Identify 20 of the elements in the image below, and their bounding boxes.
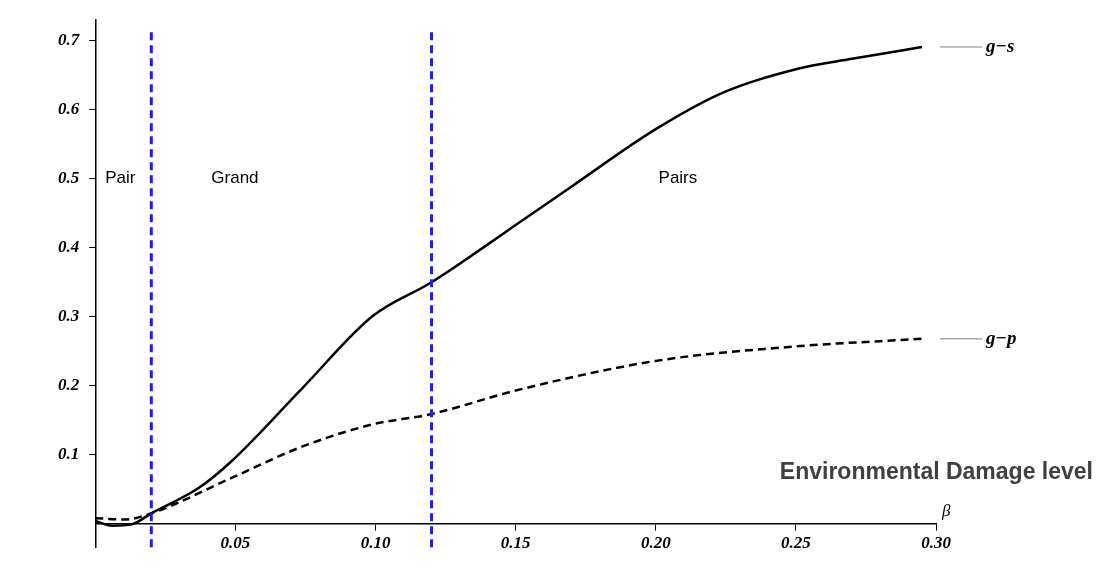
x-tick-label: 0.25: [781, 533, 812, 553]
x-tick-label: 0.10: [360, 533, 391, 553]
x-tick-label: 0.30: [921, 533, 952, 553]
annotation: Grand: [211, 168, 259, 188]
x-axis-title: β: [941, 501, 951, 521]
annotation: Environmental Damage level: [779, 458, 1093, 485]
x-tick-label: 0.20: [640, 533, 672, 553]
annotation: Pairs: [658, 168, 698, 188]
y-tick-label: 0.5: [58, 168, 80, 188]
annotation: Pair: [105, 168, 136, 188]
y-tick-label: 0.7: [58, 30, 81, 50]
y-tick-label: 0.1: [58, 444, 80, 464]
x-tick-label: 0.05: [220, 533, 251, 553]
y-tick-label: 0.4: [58, 237, 80, 257]
y-tick-label: 0.3: [58, 306, 80, 326]
y-tick-label: 0.6: [58, 99, 80, 119]
x-tick-label: 0.15: [500, 533, 531, 553]
y-tick-label: 0.2: [58, 375, 80, 395]
text: g−s: [984, 35, 1015, 56]
text: g−p: [984, 326, 1017, 348]
